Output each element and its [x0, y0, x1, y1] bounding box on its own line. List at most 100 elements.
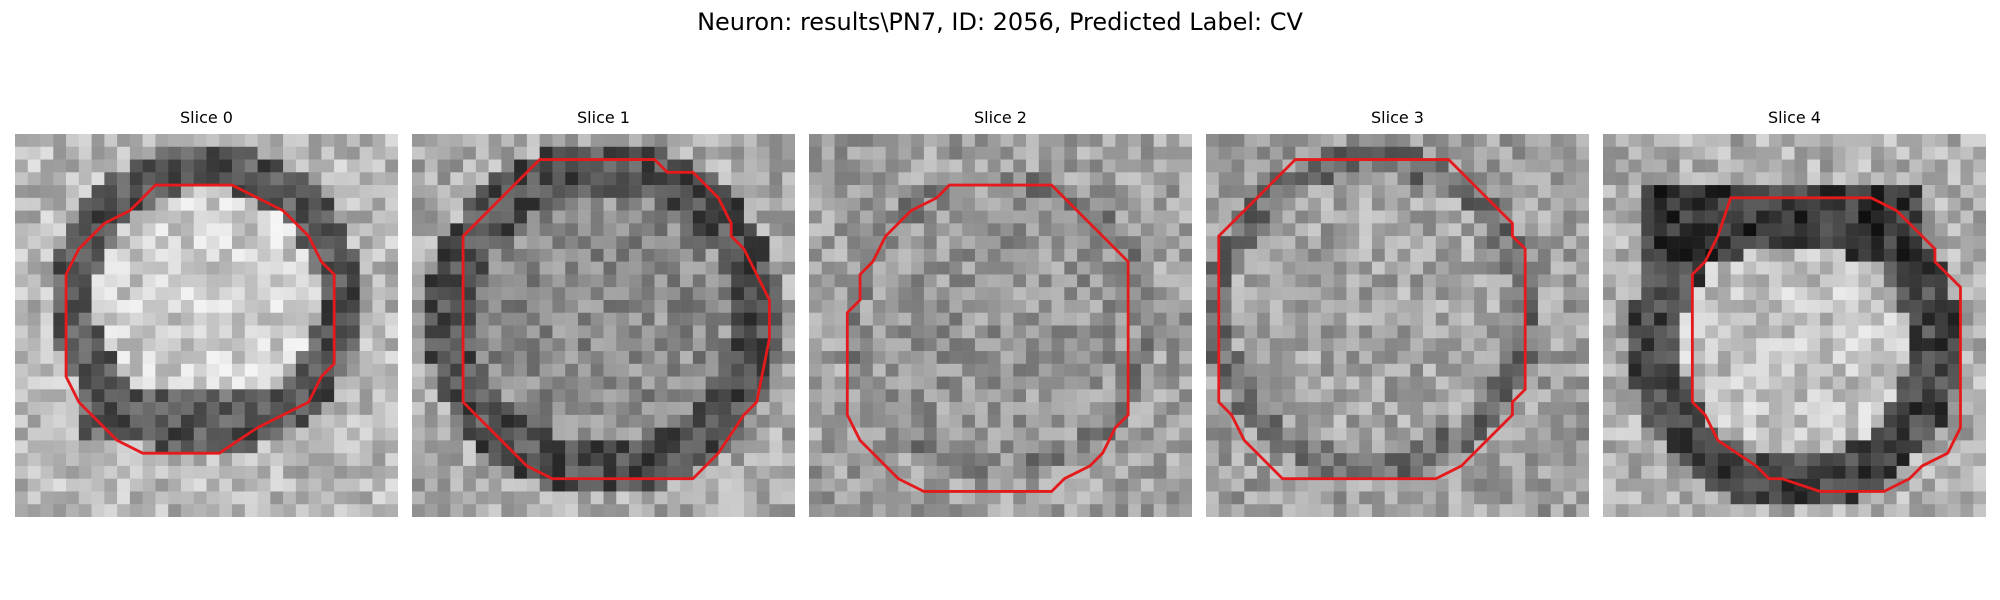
pixel-cell: [1038, 491, 1052, 505]
pixel-cell: [219, 197, 233, 211]
pixel-cell: [1257, 325, 1271, 339]
pixel-cell: [962, 312, 976, 326]
pixel-cell: [1973, 172, 1986, 186]
pixel-cell: [1871, 427, 1885, 441]
pixel-cell: [1934, 223, 1948, 237]
pixel-cell: [1654, 351, 1668, 365]
pixel-cell: [1435, 274, 1449, 288]
pixel-cell: [295, 261, 309, 275]
pixel-cell: [334, 363, 348, 377]
pixel-cell: [577, 402, 591, 416]
pixel-cell: [1077, 185, 1091, 199]
pixel-cell: [1679, 440, 1693, 454]
pixel-cell: [1832, 325, 1846, 339]
pixel-cell: [1320, 248, 1334, 262]
pixel-cell: [565, 325, 579, 339]
pixel-cell: [1922, 376, 1936, 390]
pixel-cell: [1384, 402, 1398, 416]
pixel-cell: [1013, 146, 1027, 160]
pixel-cell: [514, 197, 528, 211]
pixel-cell: [463, 491, 477, 505]
pixel-cell: [692, 146, 706, 160]
pixel-cell: [1410, 236, 1424, 250]
pixel-cell: [1960, 210, 1974, 224]
pixel-cell: [1922, 427, 1936, 441]
pixel-cell: [1832, 338, 1846, 352]
pixel-cell: [463, 325, 477, 339]
pixel-cell: [1537, 414, 1551, 428]
pixel-cell: [962, 325, 976, 339]
pixel-cell: [1666, 223, 1680, 237]
pixel-cell: [1768, 197, 1782, 211]
pixel-cell: [590, 146, 604, 160]
pixel-cell: [1845, 185, 1859, 199]
pixel-cell: [206, 491, 220, 505]
pixel-cell: [1231, 491, 1245, 505]
pixel-cell: [1871, 325, 1885, 339]
pixel-cell: [1871, 261, 1885, 275]
pixel-cell: [1000, 299, 1014, 313]
pixel-cell: [117, 146, 131, 160]
pixel-cell: [1153, 363, 1167, 377]
pixel-cell: [949, 197, 963, 211]
pixel-cell: [552, 453, 566, 467]
pixel-cell: [1384, 172, 1398, 186]
pixel-cell: [821, 504, 835, 517]
pixel-cell: [718, 504, 732, 517]
pixel-cell: [142, 146, 156, 160]
pixel-cell: [40, 338, 54, 352]
pixel-cell: [450, 478, 464, 492]
pixel-cell: [1845, 414, 1859, 428]
pixel-cell: [1026, 146, 1040, 160]
pixel-cell: [923, 376, 937, 390]
pixel-cell: [1768, 223, 1782, 237]
pixel-cell: [885, 312, 899, 326]
pixel-cell: [974, 248, 988, 262]
pixel-cell: [308, 134, 322, 148]
pixel-cell: [1308, 146, 1322, 160]
pixel-cell: [847, 261, 861, 275]
pixel-cell: [1499, 248, 1513, 262]
pixel-cell: [78, 299, 92, 313]
pixel-cell: [1346, 197, 1360, 211]
pixel-cell: [743, 453, 757, 467]
pixel-cell: [1051, 159, 1065, 173]
pixel-cell: [1499, 402, 1513, 416]
pixel-cell: [1883, 274, 1897, 288]
pixel-cell: [1282, 504, 1296, 517]
pixel-cell: [834, 440, 848, 454]
pixel-cell: [1282, 299, 1296, 313]
pixel-cell: [142, 134, 156, 148]
pixel-cell: [1743, 134, 1757, 148]
pixel-cell: [1115, 440, 1129, 454]
pixel-cell: [1102, 299, 1116, 313]
pixel-cell: [1922, 274, 1936, 288]
pixel-cell: [412, 478, 426, 492]
pixel-cell: [629, 287, 643, 301]
pixel-cell: [283, 312, 297, 326]
pixel-cell: [334, 376, 348, 390]
pixel-cell: [180, 465, 194, 479]
pixel-cell: [1883, 287, 1897, 301]
pixel-cell: [437, 351, 451, 365]
pixel-cell: [743, 312, 757, 326]
pixel-cell: [27, 236, 41, 250]
pixel-cell: [1448, 261, 1462, 275]
pixel-cell: [295, 453, 309, 467]
pixel-cell: [1871, 236, 1885, 250]
pixel-cell: [450, 299, 464, 313]
pixel-cell: [577, 389, 591, 403]
pixel-cell: [1410, 427, 1424, 441]
pixel-cell: [193, 453, 207, 467]
pixel-cell: [1206, 185, 1220, 199]
pixel-cell: [539, 287, 553, 301]
pixel-cell: [860, 389, 874, 403]
pixel-cell: [1410, 159, 1424, 173]
pixel-cell: [66, 146, 80, 160]
pixel-cell: [514, 134, 528, 148]
pixel-cell: [1179, 504, 1192, 517]
pixel-cell: [1486, 440, 1500, 454]
pixel-cell: [1218, 325, 1232, 339]
pixel-cell: [1973, 427, 1986, 441]
pixel-cell: [168, 351, 182, 365]
